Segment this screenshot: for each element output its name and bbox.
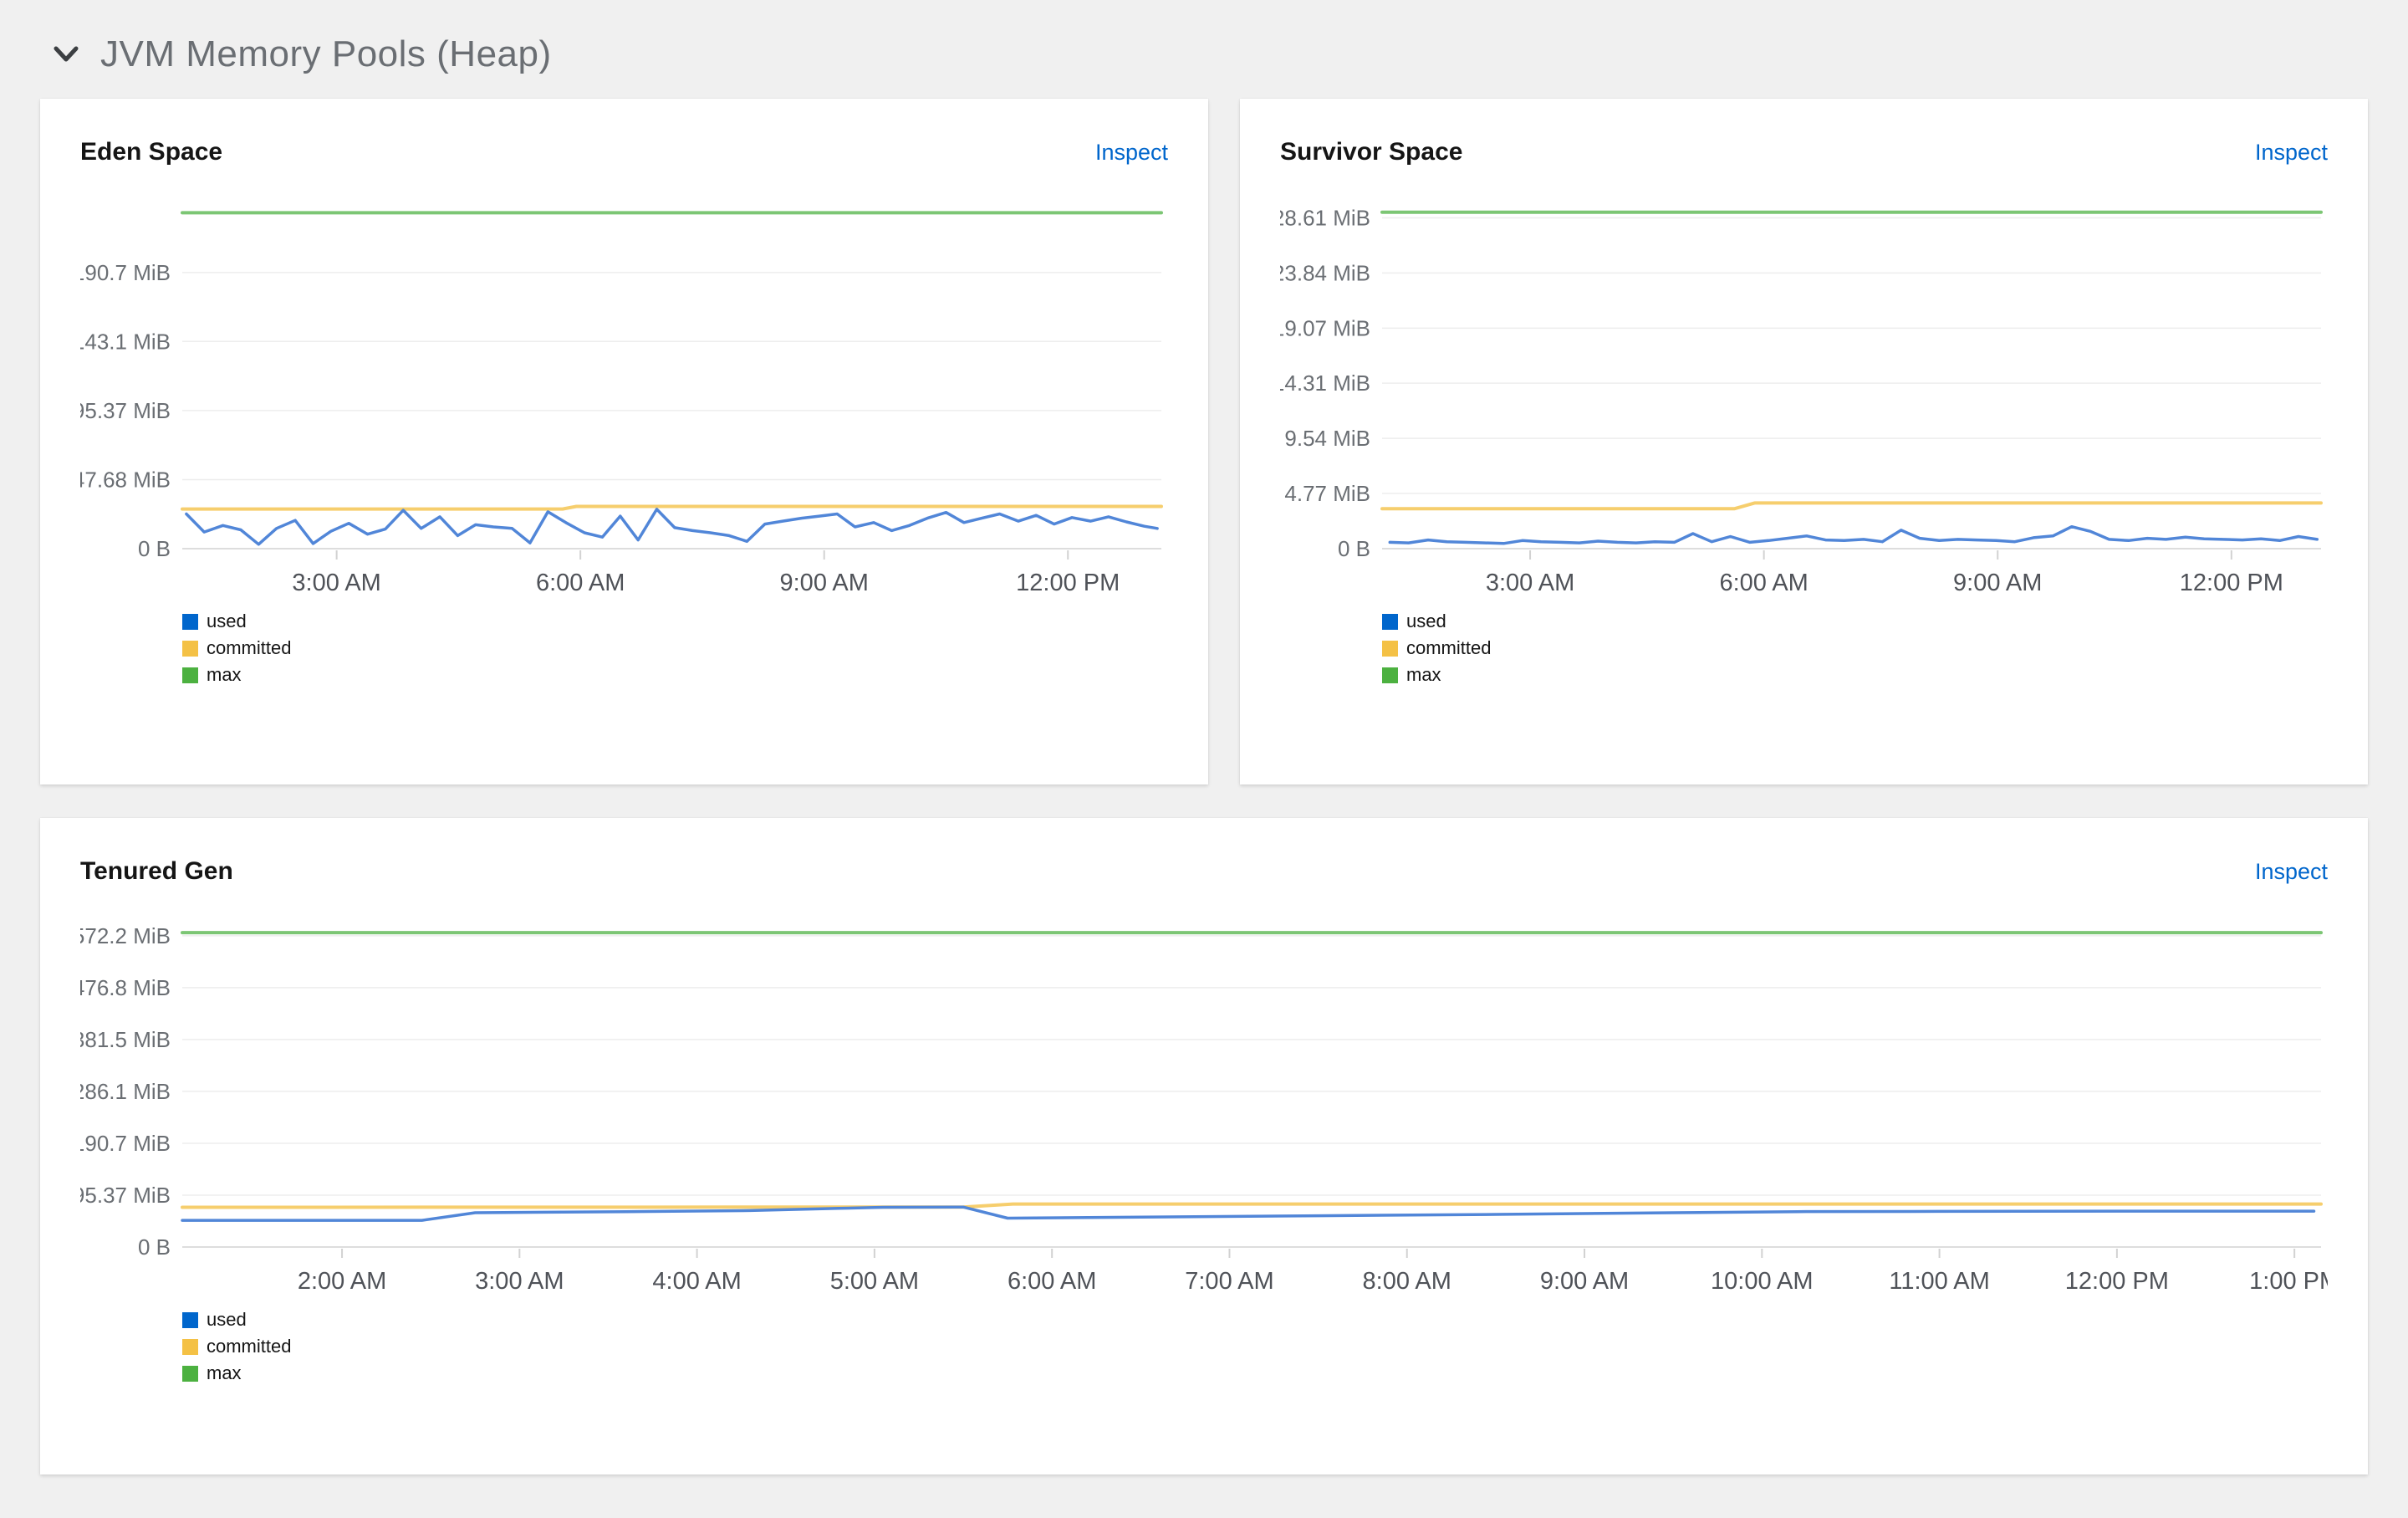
- panel-tenured-gen: Tenured Gen Inspect 0 B 95.37 MiB 190.7 Mi…: [40, 818, 2368, 1475]
- legend-item-used[interactable]: used: [182, 1306, 2328, 1333]
- used-line: [181, 1205, 2316, 1222]
- panel-survivor-space: Survivor Space Inspect 0 B 4.77 MiB 9.54 M…: [1240, 99, 2368, 785]
- legend-item-max[interactable]: max: [182, 662, 1168, 688]
- chart-legend: used committed max: [182, 1306, 2328, 1387]
- legend-label: max: [1406, 664, 1441, 685]
- panel-eden-space: Eden Space Inspect 0 B 47.68 MiB 95.37 MiB…: [40, 99, 1208, 785]
- legend-item-max[interactable]: max: [1382, 662, 2328, 688]
- y-tick-label: 14.31 MiB: [1280, 371, 1370, 396]
- panel-title: Tenured Gen: [80, 857, 233, 885]
- legend-item-used[interactable]: used: [182, 608, 1168, 635]
- max-swatch-icon: [1382, 667, 1398, 683]
- x-tick-label: 7:00 AM: [1185, 1268, 1273, 1295]
- used-line: [1388, 524, 2319, 545]
- legend-item-max[interactable]: max: [182, 1360, 2328, 1387]
- x-tick-label: 10:00 AM: [1711, 1268, 1814, 1295]
- legend-label: committed: [207, 1336, 292, 1357]
- inspect-link[interactable]: Inspect: [2254, 139, 2328, 165]
- legend-label: used: [207, 611, 247, 631]
- used-swatch-icon: [182, 613, 198, 630]
- section-title: JVM Memory Pools (Heap): [100, 33, 552, 74]
- committed-swatch-icon: [182, 640, 198, 657]
- x-tick-label: 1:00 PM: [2249, 1268, 2328, 1295]
- y-tick-label: 381.5 MiB: [80, 1027, 171, 1052]
- panel-title: Survivor Space: [1280, 138, 1463, 166]
- x-tick-label: 3:00 AM: [292, 570, 380, 596]
- legend-label: committed: [207, 637, 292, 658]
- x-tick-label: 12:00 PM: [2065, 1268, 2169, 1295]
- y-tick-label: 28.61 MiB: [1280, 205, 1370, 230]
- eden-chart: 0 B 47.68 MiB 95.37 MiB 143.1 MiB 190.7 MiB 3…: [73, 184, 1168, 606]
- legend-label: max: [207, 1362, 242, 1383]
- used-line: [185, 508, 1159, 546]
- x-tick-label: 6:00 AM: [536, 570, 625, 596]
- x-tick-label: 4:00 AM: [652, 1268, 741, 1295]
- legend-label: used: [1406, 611, 1446, 631]
- survivor-chart: 0 B 4.77 MiB 9.54 MiB 14.31 MiB 19.07 MiB 23.…: [1273, 184, 2328, 606]
- eden-chart-svg: 0 B 47.68 MiB 95.37 MiB 143.1 MiB 190.7 MiB 3…: [73, 211, 1163, 596]
- y-tick-label: 476.8 MiB: [80, 975, 171, 1000]
- y-tick-label: 9.54 MiB: [1284, 426, 1370, 451]
- x-tick-label: 3:00 AM: [1486, 570, 1574, 596]
- y-tick-label: 0 B: [138, 1234, 171, 1260]
- x-tick-label: 9:00 AM: [780, 570, 869, 596]
- y-tick-label: 95.37 MiB: [80, 1183, 171, 1208]
- chevron-down-icon[interactable]: [52, 43, 80, 65]
- y-tick-label: 19.07 MiB: [1280, 315, 1370, 340]
- y-tick-label: 4.77 MiB: [1284, 481, 1370, 506]
- committed-swatch-icon: [182, 1338, 198, 1355]
- legend-label: used: [207, 1309, 247, 1330]
- x-tick-label: 3:00 AM: [475, 1268, 564, 1295]
- legend-item-committed[interactable]: committed: [182, 1333, 2328, 1360]
- x-tick-label: 9:00 AM: [1540, 1268, 1629, 1295]
- x-tick-label: 6:00 AM: [1008, 1268, 1096, 1295]
- y-tick-label: 95.37 MiB: [80, 398, 171, 423]
- y-tick-label: 0 B: [1338, 536, 1370, 561]
- legend-label: committed: [1406, 637, 1492, 658]
- committed-line: [1380, 501, 2323, 511]
- inspect-link[interactable]: Inspect: [1094, 139, 1168, 165]
- y-tick-label: 47.68 MiB: [80, 467, 171, 492]
- legend-item-used[interactable]: used: [1382, 608, 2328, 635]
- y-tick-label: 0 B: [138, 536, 171, 561]
- x-tick-label: 12:00 PM: [2180, 570, 2283, 596]
- y-tick-label: 190.7 MiB: [80, 260, 171, 285]
- legend-label: max: [207, 664, 242, 685]
- panel-title: Eden Space: [80, 138, 223, 166]
- y-tick-label: 572.2 MiB: [80, 923, 171, 948]
- y-tick-label: 23.84 MiB: [1280, 260, 1370, 285]
- x-tick-label: 6:00 AM: [1719, 570, 1808, 596]
- x-tick-label: 8:00 AM: [1363, 1268, 1451, 1295]
- chart-legend: used committed max: [182, 608, 1168, 688]
- y-tick-label: 286.1 MiB: [80, 1079, 171, 1104]
- x-tick-label: 9:00 AM: [1953, 570, 2042, 596]
- chart-legend: used committed max: [1382, 608, 2328, 688]
- survivor-chart-svg: 0 B 4.77 MiB 9.54 MiB 14.31 MiB 19.07 MiB 23.…: [1273, 205, 2323, 596]
- inspect-link[interactable]: Inspect: [2254, 858, 2328, 884]
- committed-swatch-icon: [1382, 640, 1398, 657]
- legend-item-committed[interactable]: committed: [182, 635, 1168, 662]
- legend-item-committed[interactable]: committed: [1382, 635, 2328, 662]
- y-tick-label: 143.1 MiB: [80, 329, 171, 354]
- y-tick-label: 190.7 MiB: [80, 1131, 171, 1156]
- section-header: JVM Memory Pools (Heap): [0, 0, 2408, 99]
- used-swatch-icon: [1382, 613, 1398, 630]
- tenured-chart: 0 B 95.37 MiB 190.7 MiB 286.1 MiB 381.5 MiB 4…: [73, 903, 2339, 1305]
- committed-line: [181, 1202, 2323, 1209]
- committed-line: [181, 504, 1163, 511]
- tenured-chart-svg: 0 B 95.37 MiB 190.7 MiB 286.1 MiB 381.5 MiB 4…: [73, 923, 2339, 1295]
- x-tick-label: 2:00 AM: [298, 1268, 386, 1295]
- max-swatch-icon: [182, 1365, 198, 1382]
- used-swatch-icon: [182, 1311, 198, 1328]
- x-tick-label: 11:00 AM: [1889, 1268, 1989, 1295]
- panel-grid: Eden Space Inspect 0 B 47.68 MiB 95.37 MiB…: [40, 99, 2368, 1475]
- x-tick-label: 5:00 AM: [830, 1268, 919, 1295]
- x-tick-label: 12:00 PM: [1016, 570, 1120, 596]
- max-swatch-icon: [182, 667, 198, 683]
